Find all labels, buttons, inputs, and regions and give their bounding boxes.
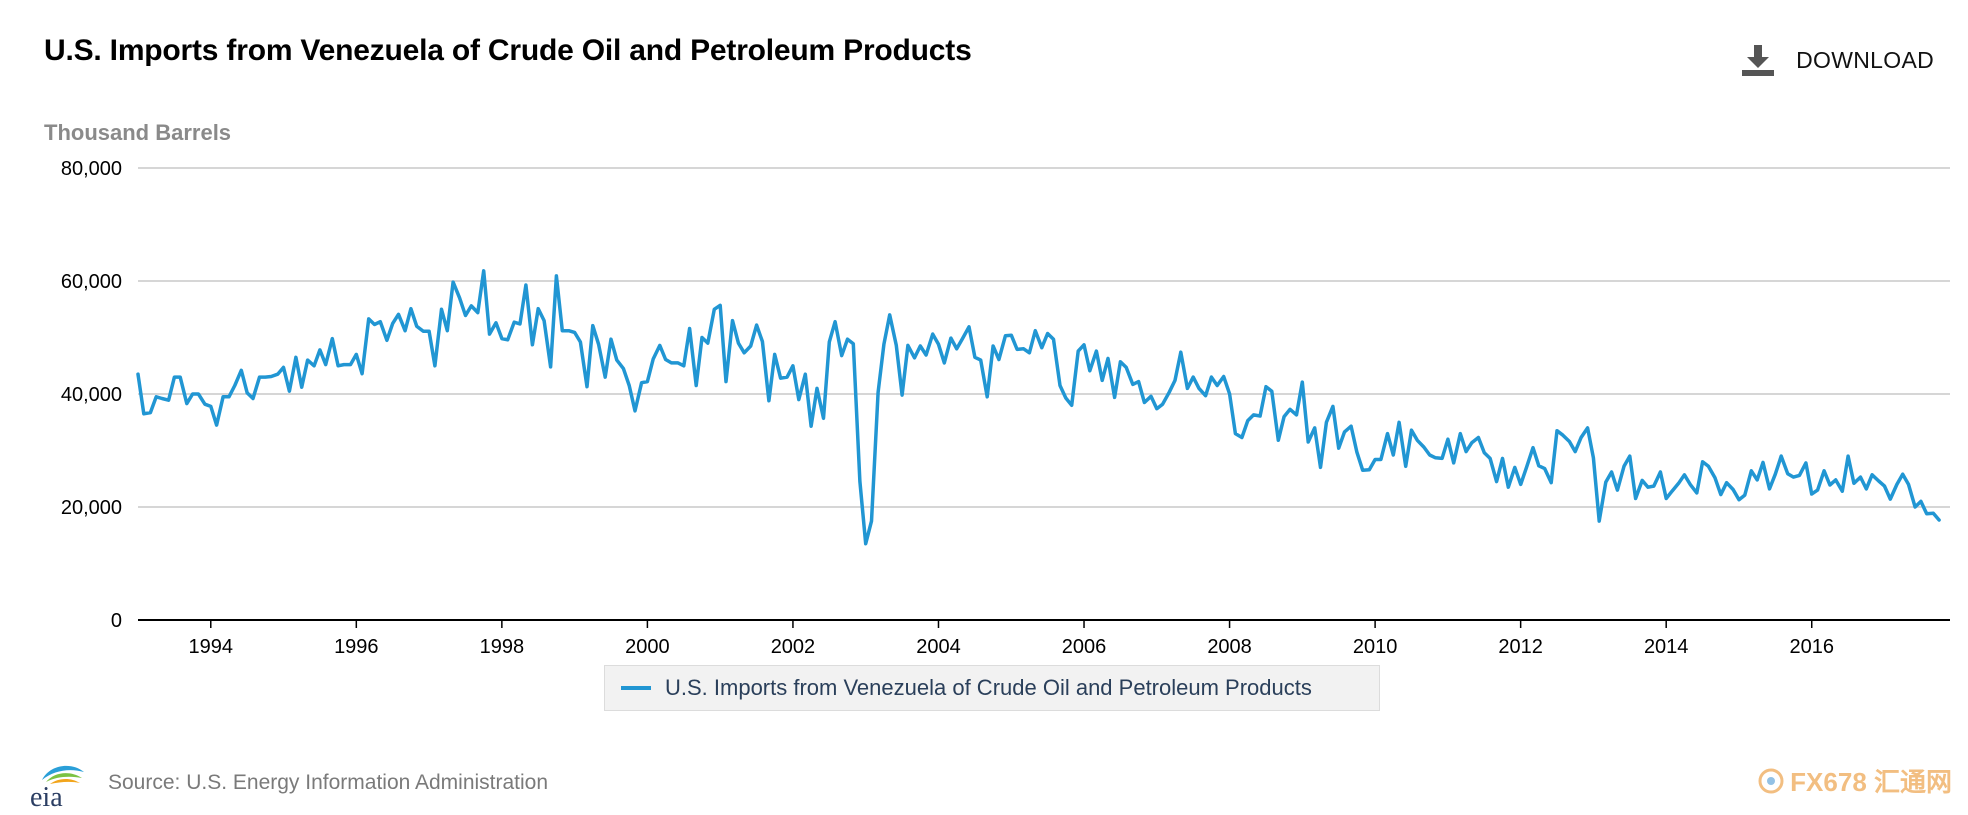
legend-swatch: [621, 686, 651, 690]
x-tick-label: 2008: [1207, 636, 1252, 658]
legend-label: U.S. Imports from Venezuela of Crude Oil…: [665, 675, 1312, 700]
x-tick-label: 2014: [1644, 636, 1689, 658]
download-icon: [1742, 45, 1775, 76]
svg-text:eia: eia: [30, 782, 63, 810]
x-tick-label: 1998: [480, 636, 525, 658]
page-title: U.S. Imports from Venezuela of Crude Oil…: [44, 34, 972, 67]
x-tick-label: 2000: [625, 636, 670, 658]
download-label: DOWNLOAD: [1796, 46, 1934, 73]
x-tick-label: 1996: [334, 636, 379, 658]
x-tick-label: 2006: [1062, 636, 1107, 658]
y-tick-label: 20,000: [61, 497, 122, 519]
y-tick-label: 40,000: [61, 384, 122, 406]
x-tick-label: 2016: [1789, 636, 1834, 658]
footer: eia Source: U.S. Energy Information Admi…: [28, 758, 549, 813]
x-tick-label: 2004: [916, 636, 961, 658]
y-tick-label: 60,000: [61, 271, 122, 293]
y-tick-label: 0: [111, 610, 122, 632]
line-chart: 0 20,000 40,000 60,000 80,000 1994 1996 1998 200…: [61, 158, 1950, 658]
legend-item[interactable]: U.S. Imports from Venezuela of Crude Oil…: [604, 665, 1380, 711]
watermark-text: FX678 汇通网: [1790, 767, 1952, 797]
x-tick-label: 2002: [771, 636, 816, 658]
y-tick-label: 80,000: [61, 158, 122, 180]
eia-logo-icon: eia: [28, 758, 90, 813]
series-line: [136, 269, 1941, 546]
y-axis-units: Thousand Barrels: [44, 120, 232, 145]
x-tick-label: 2012: [1498, 636, 1543, 658]
x-tick-label: 2010: [1353, 636, 1398, 658]
source-text: Source: U.S. Energy Information Administ…: [108, 771, 549, 794]
fx678-logo-icon: [1758, 768, 1784, 793]
x-tick-label: 1994: [189, 636, 234, 658]
watermark: FX678 汇通网: [1758, 762, 1952, 799]
download-button[interactable]: DOWNLOAD: [1742, 44, 1934, 76]
